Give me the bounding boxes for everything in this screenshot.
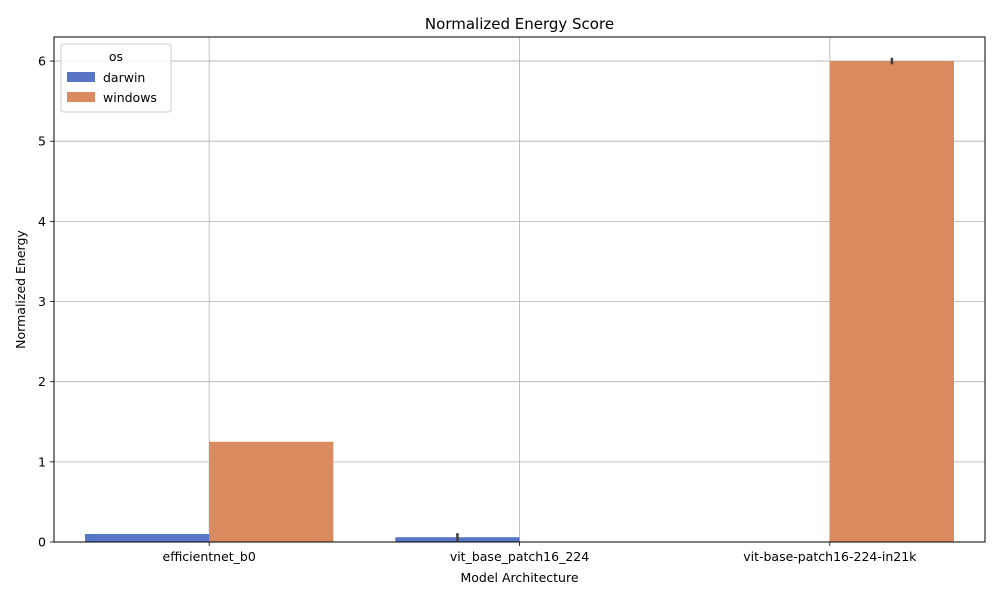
y-tick-label: 6: [38, 54, 46, 69]
bar-windows-2: [829, 61, 954, 543]
x-tick-label: vit-base-patch16-224-in21k: [743, 549, 917, 564]
y-tick-label: 2: [38, 374, 46, 389]
legend: os darwin windows: [60, 43, 172, 113]
legend-swatch-darwin: [67, 72, 95, 82]
y-axis-label: Normalized Energy: [13, 230, 28, 349]
bars: [85, 57, 954, 543]
chart-title: Normalized Energy Score: [425, 15, 614, 33]
legend-label-windows: windows: [103, 90, 157, 105]
y-tick-label: 4: [38, 214, 46, 229]
x-axis-label: Model Architecture: [460, 570, 578, 585]
legend-swatch-windows: [67, 92, 95, 102]
y-tick-label: 1: [38, 454, 46, 469]
y-tick-label: 0: [38, 535, 46, 550]
bar-windows-0: [209, 441, 334, 542]
legend-label-darwin: darwin: [103, 70, 145, 85]
x-tick-label: efficientnet_b0: [163, 549, 256, 564]
y-tick-label: 3: [38, 294, 46, 309]
x-tick-label: vit_base_patch16_224: [450, 549, 589, 564]
y-tick-label: 5: [38, 134, 46, 149]
legend-title: os: [109, 49, 123, 64]
ticks: 0 1 2 3 4 5 6 efficientnet_b0 vit_base_patch16_2…: [38, 54, 917, 564]
bar-darwin-0: [85, 533, 210, 542]
